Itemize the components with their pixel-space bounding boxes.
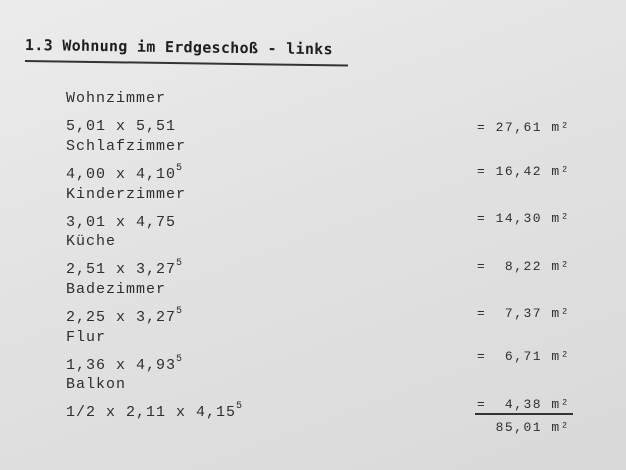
room-area: = 7,37 m²: [476, 306, 570, 321]
room-area: = 4,38 m²: [476, 397, 570, 412]
room-name: Schlafzimmer: [66, 138, 187, 155]
room-area: = 6,71 m²: [476, 349, 570, 364]
room-name: Kinderzimmer: [66, 186, 187, 203]
total-area: 85,01 m²: [495, 420, 570, 435]
dimension-superscript: 5: [236, 401, 243, 412]
room-name: Balkon: [66, 376, 127, 393]
room-name: Küche: [66, 233, 117, 250]
room-area: = 14,30 m²: [476, 211, 570, 226]
room-dimensions: 2,51 x 3,275: [66, 257, 182, 279]
title-underline: [24, 60, 348, 67]
room-dimensions: 5,01 x 5,51: [66, 114, 176, 136]
dimensions-text: 2,25 x 3,27: [66, 309, 177, 326]
room-area: = 27,61 m²: [476, 120, 570, 135]
room-area: = 16,42 m²: [476, 164, 570, 179]
dimension-superscript: 5: [176, 306, 183, 317]
dimensions-text: 2,51 x 3,27: [66, 261, 177, 278]
room-area: = 8,22 m²: [476, 259, 570, 274]
room-name: Badezimmer: [66, 281, 167, 298]
dimensions-text: 4,00 x 4,10: [66, 166, 177, 183]
dimensions-text: 1,36 x 4,93: [66, 357, 177, 374]
dimensions-text: 1/2 x 2,11 x 4,15: [66, 404, 237, 421]
room-dimensions: 2,25 x 3,275: [66, 305, 182, 327]
section-title: 1.3 Wohnung im Erdgeschoß - links: [24, 36, 334, 59]
dimension-superscript: 5: [176, 354, 183, 365]
sum-line: [475, 413, 573, 415]
dimensions-text: 3,01 x 4,75: [66, 214, 177, 231]
room-dimensions: 4,00 x 4,105: [66, 162, 182, 184]
room-dimensions: 1/2 x 2,11 x 4,155: [66, 400, 242, 422]
dimensions-text: 5,01 x 5,51: [66, 118, 177, 135]
dimension-superscript: 5: [176, 163, 183, 174]
room-dimensions: 1,36 x 4,935: [66, 353, 182, 375]
room-dimensions: 3,01 x 4,75: [66, 210, 176, 232]
room-name: Wohnzimmer: [66, 90, 167, 107]
room-name: Flur: [66, 329, 107, 346]
dimension-superscript: 5: [176, 258, 183, 269]
